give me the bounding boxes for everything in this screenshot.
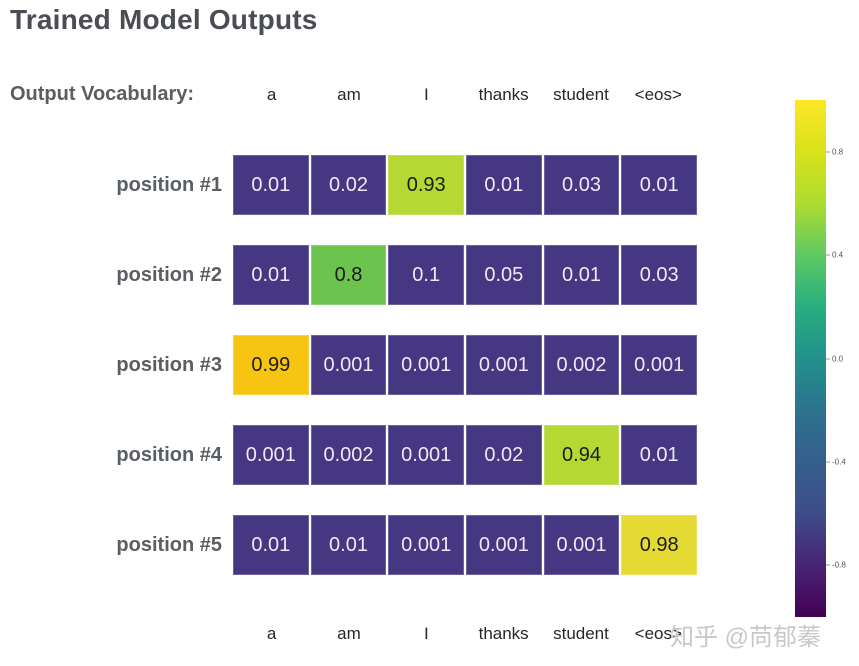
probability-cell: 0.001 — [310, 335, 387, 395]
heatmap-row: position #5 0.01 0.01 0.001 0.001 0.001 0.98 — [0, 515, 698, 575]
probability-cell: 0.8 — [310, 245, 387, 305]
probability-cell: 0.05 — [466, 245, 542, 305]
tick-mark — [826, 564, 830, 566]
probability-cell: 0.002 — [543, 335, 620, 395]
probability-cells: 0.001 0.002 0.001 0.02 0.94 0.01 — [233, 425, 698, 485]
probability-cell: 0.001 — [388, 515, 465, 575]
heatmap-row: position #1 0.01 0.02 0.93 0.01 0.03 0.01 — [0, 155, 698, 215]
position-label: position #5 — [116, 533, 222, 556]
colorbar: 0.8 0.4 0.0 -0.4 -0.8 — [795, 100, 846, 617]
probability-cell: 0.01 — [233, 515, 309, 575]
probability-cells: 0.01 0.8 0.1 0.05 0.01 0.03 — [233, 245, 698, 305]
probability-cell: 0.01 — [310, 515, 387, 575]
tick-label: -0.8 — [832, 560, 846, 570]
heatmap-row: position #3 0.99 0.001 0.001 0.001 0.002 0.001 — [0, 335, 698, 395]
probability-cell: 0.001 — [466, 515, 542, 575]
probability-cell: 0.002 — [310, 425, 387, 485]
colorbar-tick: -0.8 — [826, 561, 846, 570]
vocab-token: <eos> — [634, 624, 682, 643]
colorbar-tick-container: 0.8 0.4 0.0 -0.4 -0.8 — [795, 100, 846, 617]
probability-cell: 0.01 — [621, 155, 698, 215]
probability-cell: 0.02 — [466, 425, 542, 485]
probability-cell: 0.001 — [388, 425, 465, 485]
vocab-token: a — [266, 85, 277, 104]
probability-cell: 0.03 — [543, 155, 620, 215]
position-label: position #2 — [116, 263, 222, 286]
vocab-token: thanks — [478, 85, 529, 104]
tick-mark — [826, 151, 830, 153]
probability-cell: 0.98 — [621, 515, 698, 575]
vocab-token: <eos> — [634, 85, 682, 104]
tick-label: -0.4 — [832, 457, 846, 467]
probability-cell: 0.02 — [310, 155, 387, 215]
colorbar-tick: 0.4 — [826, 251, 843, 260]
vocab-token: thanks — [478, 624, 529, 643]
output-vocabulary-label: Output Vocabulary: — [10, 83, 195, 105]
probability-cell: 0.001 — [233, 425, 309, 485]
vocab-token: student — [553, 85, 609, 104]
position-label: position #1 — [116, 173, 222, 196]
probability-cell: 0.01 — [233, 245, 309, 305]
probability-cells: 0.99 0.001 0.001 0.001 0.002 0.001 — [233, 335, 698, 395]
page-title: Trained Model Outputs — [10, 4, 318, 35]
heatmap-row: position #4 0.001 0.002 0.001 0.02 0.94 0.01 — [0, 425, 698, 485]
probability-cell: 0.01 — [233, 155, 309, 215]
probability-cell: 0.1 — [388, 245, 465, 305]
position-label: position #3 — [116, 353, 222, 376]
probability-cell: 0.01 — [621, 425, 698, 485]
tick-mark — [826, 254, 830, 256]
position-label: position #4 — [116, 443, 222, 466]
colorbar-tick: 0.0 — [826, 354, 843, 363]
colorbar-tick: 0.8 — [826, 147, 843, 156]
tick-label: 0.8 — [832, 147, 844, 157]
colorbar-tick: -0.4 — [826, 457, 846, 466]
vocab-token: I — [423, 85, 429, 104]
probability-cell: 0.001 — [621, 335, 698, 395]
vocab-token: I — [423, 624, 429, 643]
probability-cell: 0.93 — [388, 155, 465, 215]
probability-cell: 0.01 — [543, 245, 620, 305]
probability-cells: 0.01 0.02 0.93 0.01 0.03 0.01 — [233, 155, 698, 215]
vocab-token: am — [337, 85, 361, 104]
tick-label: 0.0 — [832, 354, 844, 363]
probability-cell: 0.94 — [543, 425, 620, 485]
vocab-token: student — [553, 624, 609, 643]
probability-cell: 0.99 — [233, 335, 309, 395]
probability-cell: 0.03 — [621, 245, 698, 305]
tick-mark — [826, 461, 830, 463]
probability-cell: 0.001 — [466, 335, 542, 395]
tick-mark — [826, 358, 830, 359]
heatmap-row: position #2 0.01 0.8 0.1 0.05 0.01 0.03 — [0, 245, 698, 305]
vocab-token: a — [266, 624, 277, 643]
probability-cell: 0.01 — [466, 155, 542, 215]
watermark: 知乎 @苘郁蓁 — [670, 624, 822, 651]
probability-cell: 0.001 — [543, 515, 620, 575]
probability-cell: 0.001 — [388, 335, 465, 395]
probability-cells: 0.01 0.01 0.001 0.001 0.001 0.98 — [233, 515, 698, 575]
vocab-token: am — [337, 624, 361, 643]
colorbar-gradient — [795, 100, 826, 617]
tick-label: 0.4 — [832, 250, 844, 260]
